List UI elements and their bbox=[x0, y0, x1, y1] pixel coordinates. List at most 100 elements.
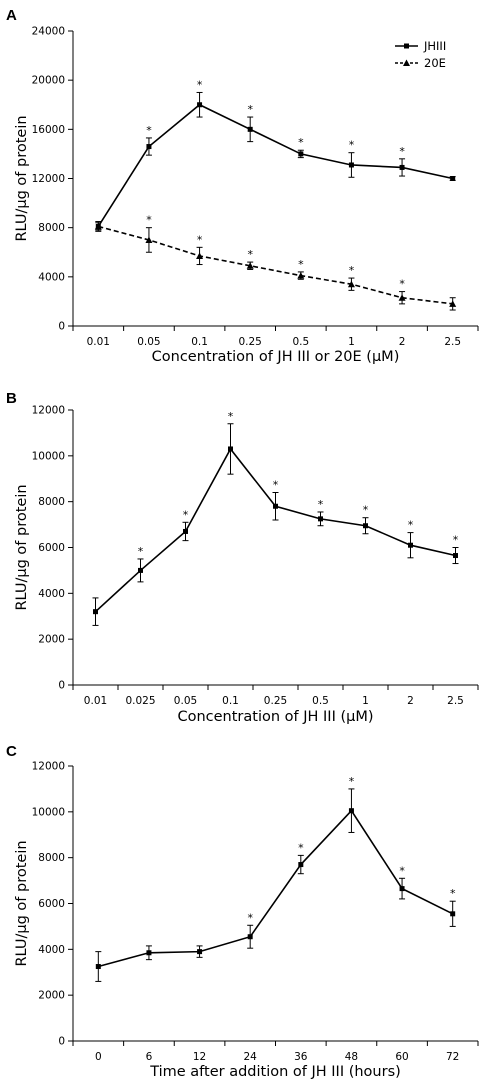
data-point bbox=[450, 911, 456, 917]
x-tick-label: 0.025 bbox=[125, 695, 155, 707]
significance-star: * bbox=[197, 233, 203, 246]
series-line bbox=[94, 447, 456, 613]
data-point bbox=[228, 446, 233, 452]
x-tick-label: 2 bbox=[399, 336, 406, 348]
data-point bbox=[246, 262, 254, 269]
y-tick-label: 6000 bbox=[38, 542, 65, 554]
data-point bbox=[247, 126, 253, 132]
significance-star: * bbox=[349, 264, 355, 277]
significance-star: * bbox=[228, 410, 234, 423]
data-point bbox=[298, 862, 304, 868]
data-point bbox=[399, 164, 405, 170]
x-tick-label: 2.5 bbox=[447, 695, 464, 707]
significance-star: * bbox=[146, 214, 152, 227]
significance-star: * bbox=[298, 258, 304, 271]
series-line bbox=[97, 103, 453, 227]
data-point bbox=[453, 553, 458, 559]
x-tick-label: 48 bbox=[345, 1051, 358, 1063]
data-point bbox=[197, 102, 203, 108]
significance-star: * bbox=[399, 278, 405, 291]
y-tick-label: 20000 bbox=[32, 75, 65, 87]
data-point bbox=[408, 542, 413, 548]
data-point bbox=[95, 964, 101, 970]
legend: JHIII 20E bbox=[395, 39, 446, 70]
y-tick-label: 12000 bbox=[32, 761, 65, 773]
y-tick-label: 6000 bbox=[38, 898, 65, 910]
data-point bbox=[183, 528, 188, 534]
y-tick-label: 4000 bbox=[38, 588, 65, 600]
significance-star: * bbox=[349, 775, 355, 788]
series-20e: * * * * * * bbox=[94, 214, 457, 311]
legend-marker bbox=[403, 59, 410, 66]
significance-star: * bbox=[399, 864, 405, 877]
y-tick-label: 0 bbox=[58, 680, 65, 692]
x-tick-label: 2 bbox=[407, 695, 414, 707]
legend-marker bbox=[404, 43, 409, 49]
x-tick-label: 0.05 bbox=[174, 695, 197, 707]
y-axis-title: RLU/μg of protein bbox=[14, 840, 30, 966]
y-tick-label: 12000 bbox=[32, 173, 65, 185]
significance-star: * bbox=[318, 498, 324, 511]
panel-label: C bbox=[6, 743, 17, 760]
x-tick-label: 0 bbox=[95, 1051, 102, 1063]
data-point bbox=[450, 176, 456, 181]
x-tick-label: 0.25 bbox=[264, 695, 287, 707]
significance-star: * bbox=[399, 145, 405, 158]
data-point bbox=[93, 609, 98, 615]
x-tick-label: 0.1 bbox=[191, 336, 208, 348]
x-tick-label: 1 bbox=[362, 695, 369, 707]
significance-star: * bbox=[349, 139, 355, 152]
significance-star: * bbox=[146, 124, 152, 137]
series-line bbox=[98, 225, 453, 305]
data-point bbox=[318, 516, 323, 522]
y-tick-label: 16000 bbox=[32, 124, 65, 136]
y-tick-label: 10000 bbox=[32, 450, 65, 462]
y-tick-label: 8000 bbox=[38, 222, 65, 234]
x-axis-title: Concentration of JH III (μM) bbox=[177, 709, 373, 725]
data-point bbox=[94, 222, 102, 230]
x-tick-label: 72 bbox=[446, 1051, 459, 1063]
y-axis-title: RLU/μg of protein bbox=[14, 484, 30, 610]
data-point bbox=[399, 886, 405, 892]
data-point bbox=[398, 294, 406, 301]
data-point bbox=[297, 272, 305, 279]
significance-star: * bbox=[247, 103, 253, 116]
significance-star: * bbox=[273, 479, 279, 492]
data-point bbox=[363, 523, 368, 529]
panel-b: B 0 2000 4000 6000 8000 10000 12000 0.01 0.025 0.0… bbox=[6, 390, 479, 725]
x-tick-label: 36 bbox=[294, 1051, 308, 1063]
x-tick-label: 2.5 bbox=[444, 336, 461, 348]
y-tick-label: 2000 bbox=[38, 634, 65, 646]
series-line bbox=[98, 809, 454, 968]
y-tick-label: 2000 bbox=[38, 990, 65, 1002]
y-tick-label: 12000 bbox=[32, 405, 65, 417]
data-point bbox=[273, 503, 278, 509]
y-tick-label: 8000 bbox=[38, 852, 65, 864]
data-point bbox=[348, 808, 354, 814]
x-tick-label: 0.25 bbox=[238, 336, 261, 348]
x-tick-label: 0.5 bbox=[292, 336, 309, 348]
significance-star: * bbox=[183, 508, 189, 521]
x-axis-title: Time after addition of JH III (hours) bbox=[149, 1064, 401, 1080]
x-tick-label: 6 bbox=[146, 1051, 153, 1063]
data-point bbox=[196, 252, 204, 259]
panel-label: A bbox=[6, 7, 17, 24]
significance-star: * bbox=[197, 78, 203, 91]
significance-star: * bbox=[298, 136, 304, 149]
x-tick-label: 0.1 bbox=[222, 695, 239, 707]
x-axis-title: Concentration of JH III or 20E (μM) bbox=[152, 349, 400, 365]
x-tick-label: 0.01 bbox=[87, 336, 110, 348]
data-point bbox=[347, 280, 355, 288]
data-point bbox=[138, 567, 143, 573]
y-tick-label: 10000 bbox=[32, 806, 65, 818]
significance-star: * bbox=[453, 534, 459, 547]
significance-star: * bbox=[138, 545, 144, 558]
x-tick-label: 0.01 bbox=[84, 695, 107, 707]
x-tick-label: 0.05 bbox=[137, 336, 160, 348]
panel-label: B bbox=[6, 390, 17, 407]
significance-star: * bbox=[247, 248, 253, 261]
legend-label: 20E bbox=[424, 56, 446, 70]
significance-star: * bbox=[450, 887, 456, 900]
data-point bbox=[146, 950, 152, 956]
